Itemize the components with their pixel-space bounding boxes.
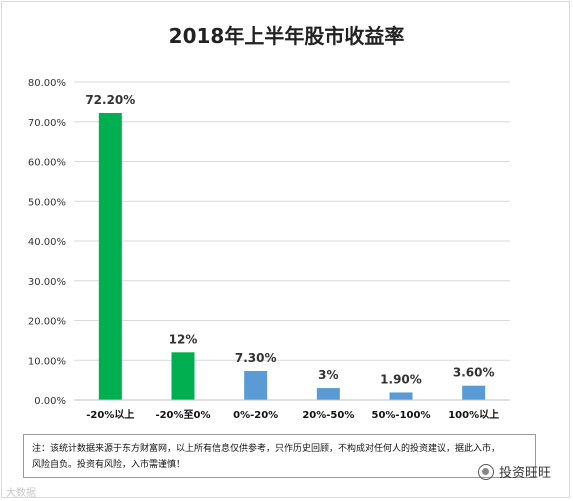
x-tick-label: -20%至0% <box>155 409 210 421</box>
bar <box>389 392 413 400</box>
y-tick-label: 30.00% <box>28 277 66 288</box>
watermark-left: 大数据 <box>6 488 36 499</box>
y-tick-label: 10.00% <box>28 356 66 367</box>
disclaimer-line-1: 注：该统计数据来源于东方财富网，以上所有信息仅供参考，只作历史回顾，不构成对任何… <box>32 444 501 454</box>
watermark-right: 投资旺旺 <box>478 462 551 481</box>
bar-chart: 0.00% 10.00% 20.00% 30.00% 40.00% 50.00% 60.00… <box>28 78 510 421</box>
wechat-logo-icon <box>478 463 494 480</box>
x-tick-label: 0%-20% <box>233 410 278 421</box>
y-tick-label: 20.00% <box>28 317 66 328</box>
watermark-right-text: 投资旺旺 <box>499 466 552 481</box>
x-tick-label: 50%-100% <box>372 410 431 421</box>
y-tick-label: 40.00% <box>28 237 66 248</box>
bar <box>171 352 195 400</box>
chart-title: 2018年上半年股市收益率 <box>168 24 405 48</box>
x-tick-label: -20%以上 <box>86 408 134 421</box>
data-label: 12% <box>169 332 198 346</box>
bar <box>316 388 340 400</box>
bar <box>98 113 122 400</box>
data-label: 3.60% <box>453 366 495 380</box>
x-tick-label: 100%以上 <box>448 408 499 421</box>
y-tick-label: 70.00% <box>28 118 66 129</box>
data-label: 72.20% <box>85 93 135 107</box>
y-tick-label: 60.00% <box>28 158 66 169</box>
y-tick-label: 0.00% <box>34 396 66 407</box>
y-tick-label: 50.00% <box>28 197 66 208</box>
data-label: 1.90% <box>380 372 422 386</box>
disclaimer-note: 注：该统计数据来源于东方财富网，以上所有信息仅供参考，只作历史回顾，不构成对任何… <box>23 434 536 478</box>
y-tick-label: 80.00% <box>28 78 66 89</box>
x-tick-label: 20%-50% <box>302 410 354 421</box>
bar <box>462 385 486 400</box>
disclaimer-line-2: 风险自负。投资有风险，入市需谨慎！ <box>32 460 186 470</box>
bar <box>244 370 268 400</box>
data-label: 3% <box>318 368 338 382</box>
data-label: 7.30% <box>235 351 277 365</box>
